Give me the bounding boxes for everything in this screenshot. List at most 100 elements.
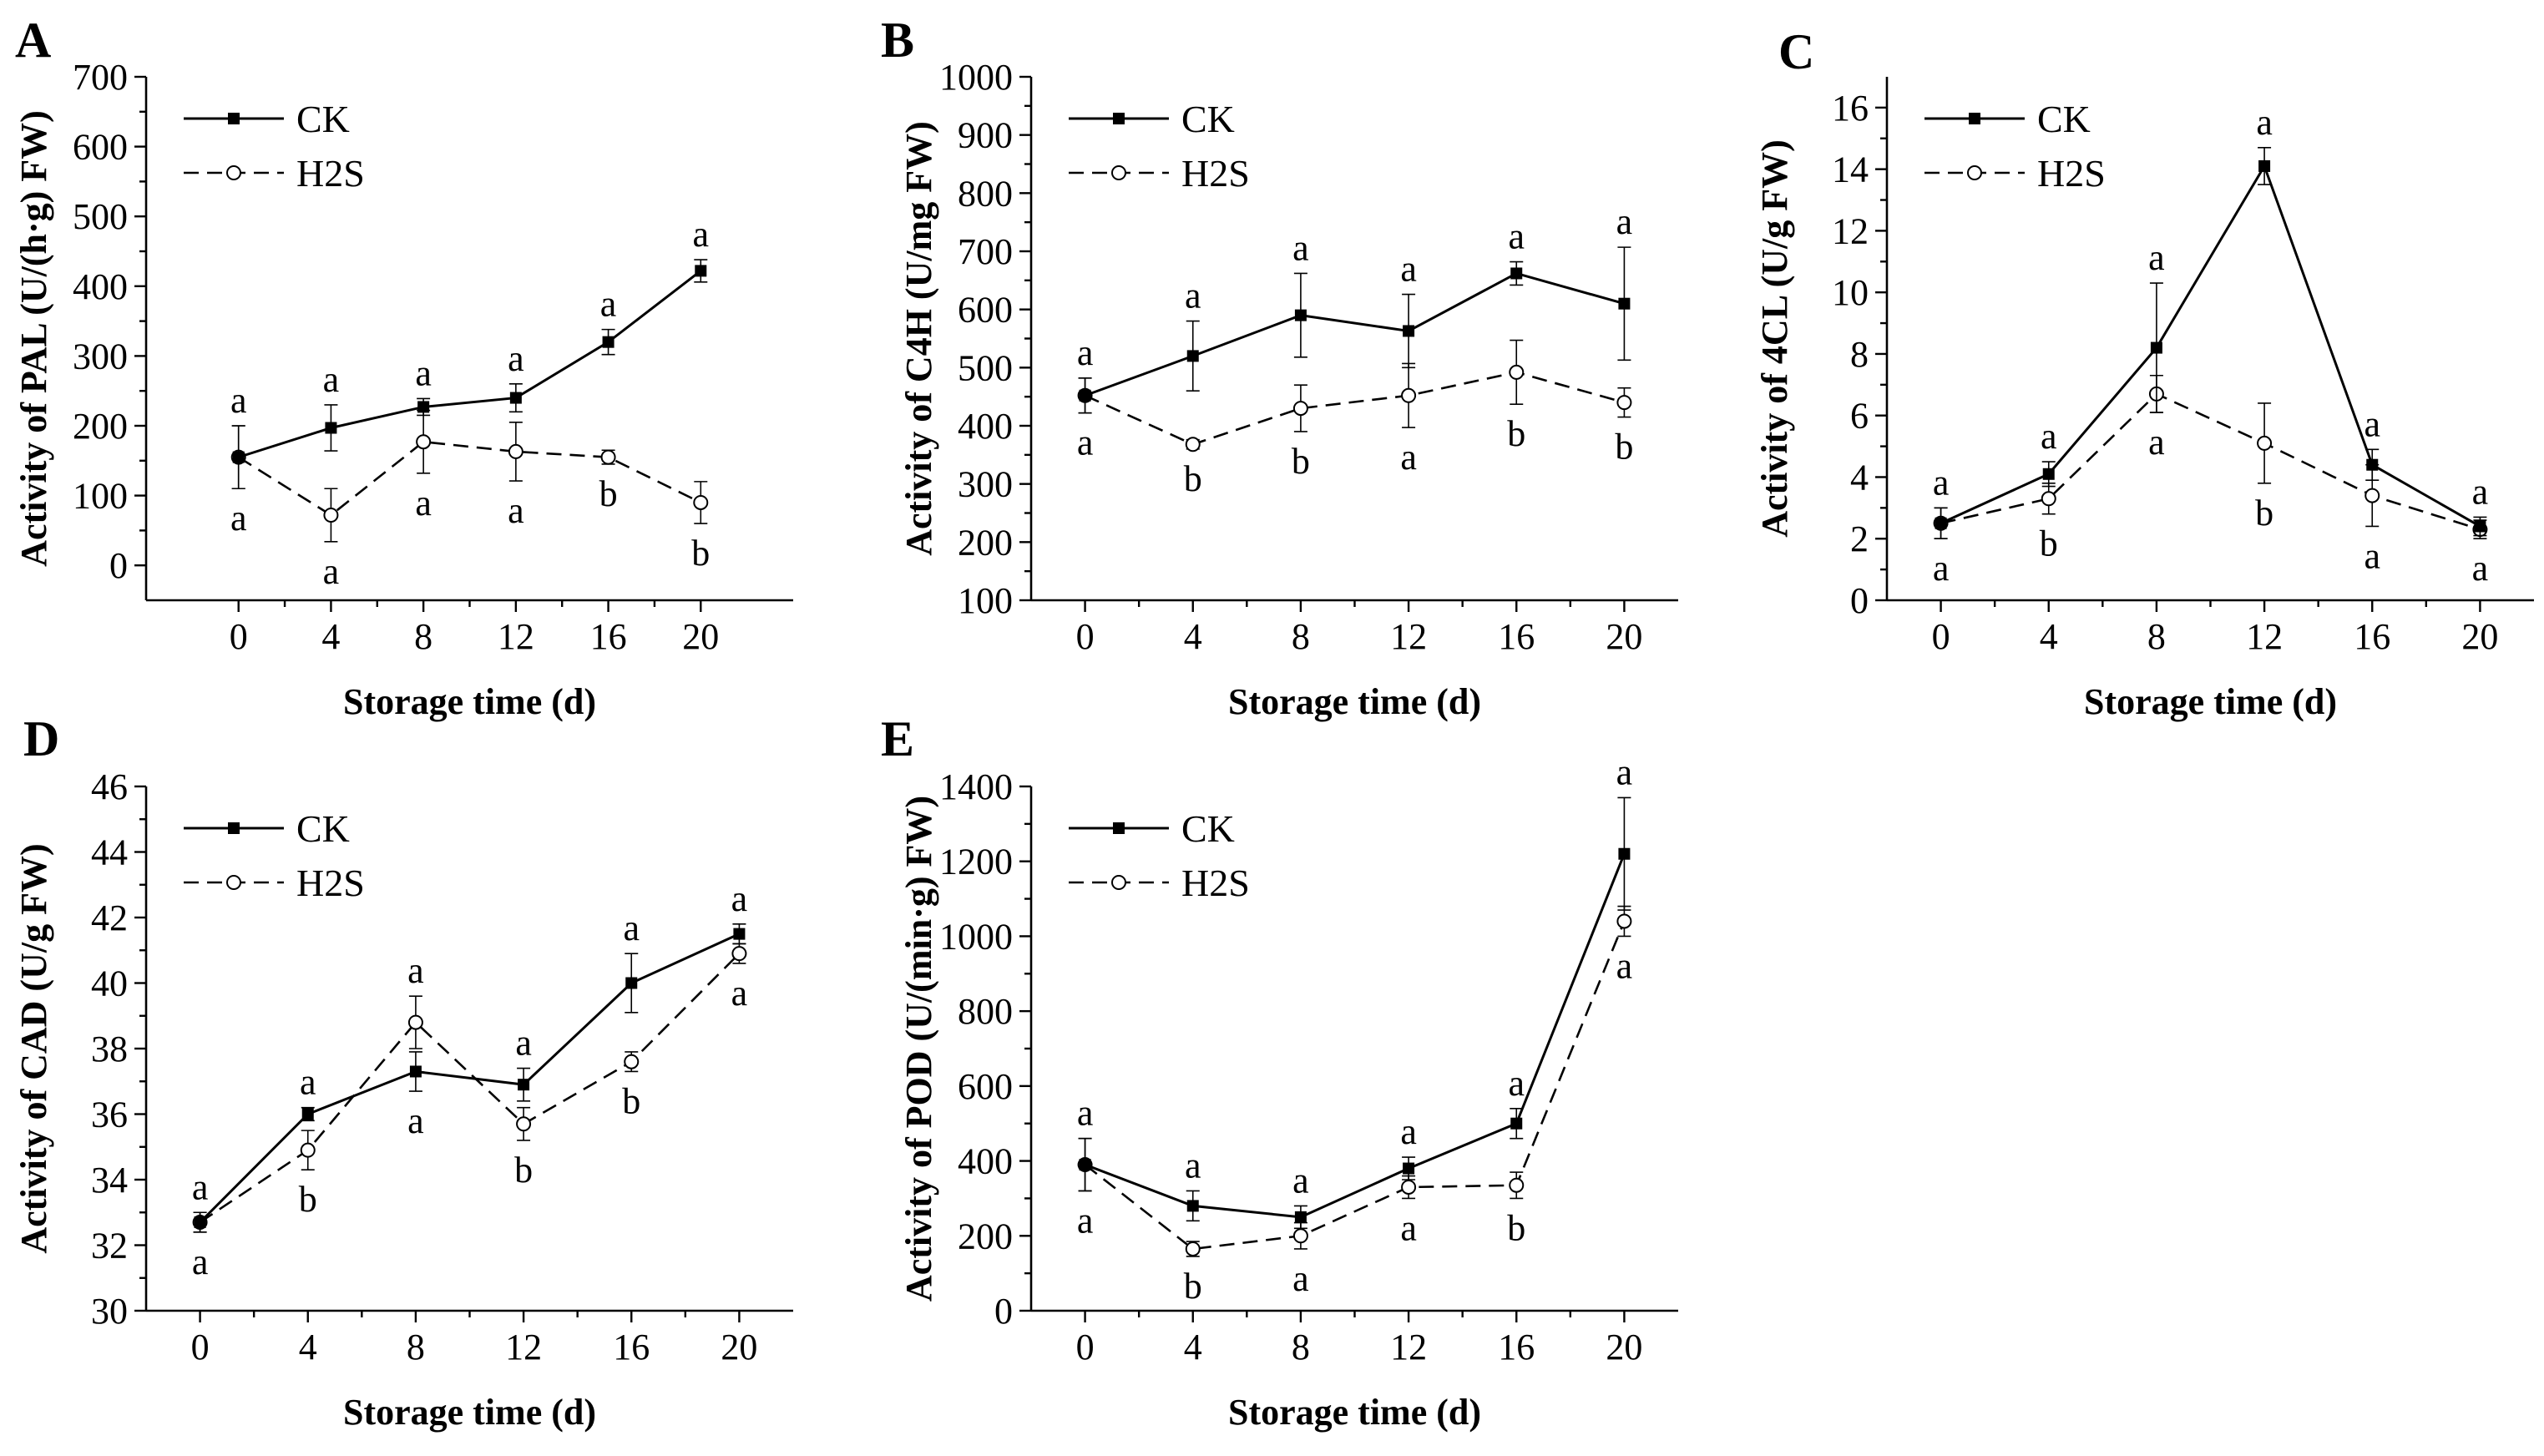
x-tick-label: 4 [1184, 1327, 1202, 1368]
ck-point [301, 1108, 314, 1120]
ck-point [625, 977, 638, 989]
significance-letter: a [230, 498, 247, 538]
significance-letter: a [1292, 1160, 1309, 1201]
significance-letter: a [1616, 751, 1633, 792]
panel-d: D 30 32 34 36 38 40 42 44 46 0 4 8 12 16 20 Storage time… [13, 711, 793, 1433]
ck-point [2150, 341, 2162, 354]
h2s-point [731, 946, 747, 962]
significance-letter: a [1508, 1063, 1525, 1104]
legend-h2s-marker [226, 875, 241, 890]
ck-point [232, 451, 245, 463]
y-axis-title: Activity of POD (U/(min·g) FW) [898, 796, 939, 1302]
y-tick-label: 4 [1850, 457, 1869, 498]
x-tick-label: 0 [191, 1327, 210, 1368]
series-ck [193, 923, 746, 1233]
h2s-point [1185, 437, 1201, 452]
y-tick-label: 44 [91, 832, 128, 873]
significance-letter: b [1184, 458, 1202, 499]
y-tick-label: 42 [91, 897, 128, 938]
significance-letter: a [1400, 437, 1417, 478]
panel-label: C [1778, 24, 1814, 79]
h2s-point [508, 443, 523, 459]
y-tick-label: 400 [958, 406, 1013, 447]
ck-point [1935, 517, 1947, 529]
significance-letter: a [693, 214, 710, 255]
y-axis-title: Activity of 4CL (U/g FW) [1754, 139, 1795, 538]
y-tick-label: 1000 [939, 57, 1013, 98]
legend: CK H2S [184, 98, 365, 195]
y-tick-label: 600 [958, 290, 1013, 331]
significance-letter: a [415, 352, 432, 393]
significance-letter: b [2040, 523, 2058, 564]
x-tick-label: 4 [321, 616, 340, 657]
h2s-point [300, 1142, 316, 1158]
ck-line [1085, 271, 1625, 397]
y-tick-label: 0 [994, 1291, 1013, 1332]
ck-point [2366, 458, 2379, 471]
significance-letter: a [623, 907, 640, 948]
significance-letter: a [192, 1166, 209, 1207]
legend-h2s-marker [1967, 165, 1982, 180]
h2s-point [600, 449, 616, 465]
legend-ck-label: CK [2037, 98, 2091, 140]
significance-letter: b [1507, 413, 1525, 454]
x-tick-label: 8 [1292, 616, 1310, 657]
significance-letter: a [1185, 1145, 1201, 1186]
ck-point [1403, 1162, 1415, 1175]
h2s-point [1616, 913, 1632, 929]
significance-letter: a [407, 950, 424, 991]
significance-letter: b [622, 1080, 640, 1121]
h2s-point [1292, 401, 1308, 417]
panel-a: A 0 100 200 300 400 500 600 700 0 4 8 12 16 20 Storage … [13, 13, 793, 722]
y-tick-label: 200 [958, 522, 1013, 563]
x-tick-label: 16 [1498, 1327, 1535, 1368]
ck-line [199, 933, 741, 1224]
ck-point [417, 401, 430, 413]
series-h2s [192, 943, 747, 1233]
significance-letter: b [599, 473, 618, 514]
h2s-point [1292, 1228, 1308, 1244]
x-axis-title: Storage time (d) [343, 1392, 596, 1433]
x-tick-label: 8 [2147, 616, 2166, 657]
significance-letter: b [691, 533, 710, 574]
x-tick-label: 8 [414, 616, 432, 657]
significance-letter: a [2364, 403, 2380, 444]
x-tick-label: 0 [230, 616, 248, 657]
y-tick-label: 300 [73, 336, 128, 377]
legend-h2s-marker [1111, 165, 1126, 180]
h2s-point [624, 1054, 640, 1069]
legend-ck-marker [228, 113, 240, 124]
h2s-point [1616, 395, 1632, 411]
significance-letter: a [515, 1023, 532, 1064]
significance-letter: a [415, 483, 432, 523]
ck-point [1618, 297, 1631, 310]
x-tick-label: 4 [2040, 616, 2058, 657]
legend-h2s-label: H2S [296, 152, 365, 195]
legend-ck-marker [1113, 822, 1125, 834]
panel-label: A [15, 13, 51, 68]
y-tick-label: 8 [1850, 334, 1869, 375]
legend-ck-marker [1113, 113, 1125, 124]
ck-point [1618, 847, 1631, 860]
significance-letter: a [1933, 548, 1950, 589]
y-tick-label: 400 [958, 1141, 1013, 1182]
significance-letter: a [1077, 422, 1094, 463]
significance-letter: a [1292, 1258, 1309, 1299]
significance-letter: a [1616, 945, 1633, 986]
y-tick-label: 200 [73, 406, 128, 447]
significance-letter: a [1400, 1111, 1417, 1152]
y-tick-label: 34 [91, 1160, 128, 1201]
panel-label: E [881, 711, 914, 766]
ck-point [1294, 309, 1307, 321]
x-tick-label: 20 [1606, 616, 1642, 657]
ck-point [1510, 1117, 1523, 1130]
x-tick-label: 16 [613, 1327, 650, 1368]
ck-point [518, 1079, 530, 1091]
ck-point [1186, 1200, 1199, 1212]
y-tick-label: 700 [958, 231, 1013, 272]
series-ck [1078, 246, 1631, 414]
y-tick-label: 900 [958, 115, 1013, 156]
ck-point [1186, 350, 1199, 362]
y-tick-label: 600 [958, 1066, 1013, 1107]
h2s-point [1185, 1241, 1201, 1256]
